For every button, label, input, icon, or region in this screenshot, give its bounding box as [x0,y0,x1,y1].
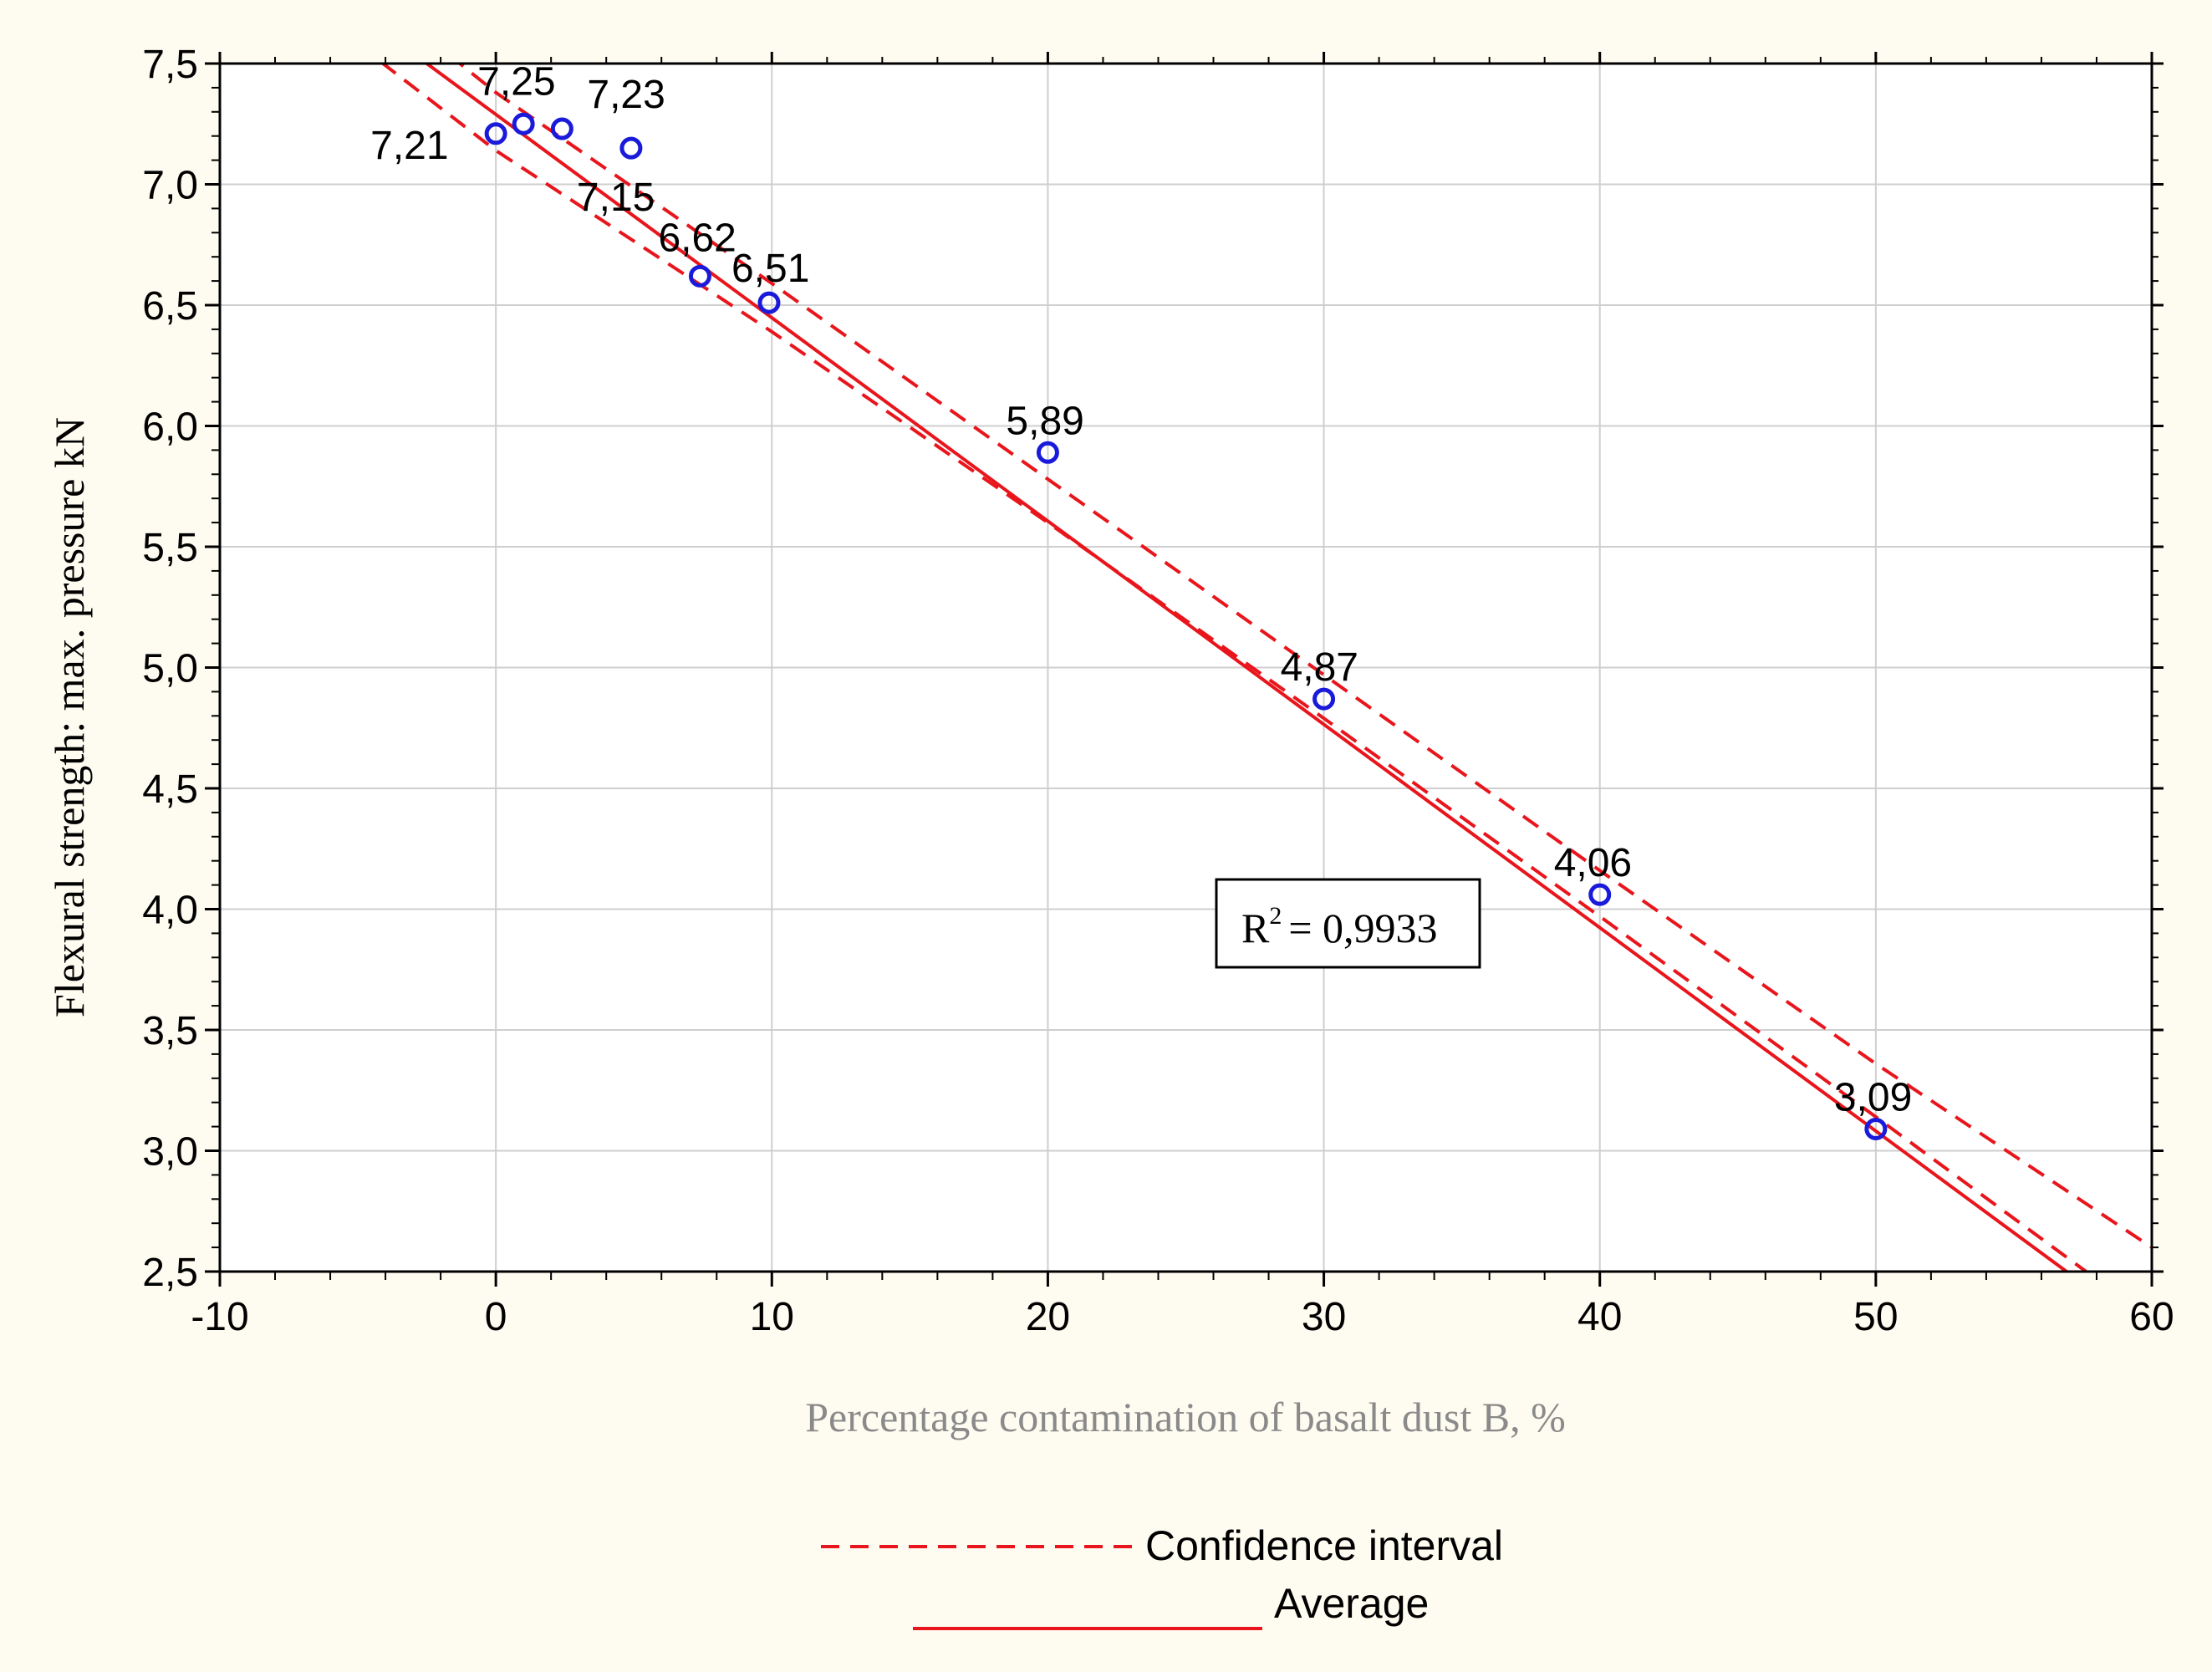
data-label: 7,15 [577,176,655,220]
y-tick-label: 2,5 [142,1251,198,1295]
legend: Confidence interval Average [821,1522,1503,1630]
data-label: 4,87 [1281,645,1358,690]
y-tick-label: 3,5 [142,1009,198,1053]
y-axis-title: Flexural strength: max. pressure kN [46,417,93,1017]
data-label: 3,09 [1834,1075,1912,1119]
data-point [757,291,781,314]
y-tick-label: 4,0 [142,889,198,933]
y-tick-label: 3,0 [142,1130,198,1175]
y-tick-label: 7,5 [142,43,198,87]
data-label: 7,25 [477,59,555,104]
legend-label-average: Average [1274,1580,1429,1627]
y-tick-label: 6,5 [142,284,198,329]
x-tick-label: 50 [1853,1295,1898,1339]
data-labels: 7,21 7,25 7,23 7,156,626,51 5,89 4,87 4,06 3,09 [370,59,1912,1119]
data-points [484,112,1888,1140]
data-label: 5,89 [1006,399,1083,443]
y-tick-label: 4,5 [142,767,198,812]
r2-exponent: 2 [1269,902,1282,930]
data-point [1588,883,1612,906]
data-point [1864,1117,1888,1140]
x-tick-label: 0 [485,1295,507,1339]
average-fit-line [424,64,2070,1272]
x-tick-label: -10 [191,1295,248,1339]
data-point [550,117,573,140]
y-tick-label: 6,0 [142,405,198,450]
data-label: 7,23 [587,73,665,117]
data-label: 4,06 [1554,841,1632,885]
series-layer [380,64,2152,1272]
data-point [619,136,643,160]
x-axis-title: Percentage contamination of basalt dust … [805,1394,1565,1440]
r2-box [1215,878,1481,969]
r2-annotation: R2 = 0,9933 [1215,878,1481,969]
confidence-lower-line [380,64,2089,1272]
data-point [1036,441,1059,464]
x-tick-label: 10 [750,1295,794,1339]
data-label: 6,62 [658,216,736,260]
x-tick-label: 30 [1302,1295,1346,1339]
x-tick-label: 20 [1026,1295,1070,1339]
data-point [512,112,535,135]
r2-symbol: R [1241,905,1270,951]
x-tick-label: 40 [1577,1295,1622,1339]
legend-label-confidence: Confidence interval [1145,1522,1503,1569]
grid [220,64,2152,1272]
x-tick-label: 60 [2129,1295,2174,1339]
axis-ticks: -10 0 10 20 30 40 50 60 2,5 3,0 3,5 4,0 4,5 5,0 5,5 6,0… [142,43,2174,1339]
data-point [1312,687,1336,711]
r2-text: R2 = 0,9933 [1241,902,1438,951]
data-point [484,122,507,145]
y-tick-label: 5,5 [142,526,198,570]
data-point [688,264,711,288]
r2-value: = 0,9933 [1288,905,1437,951]
y-tick-label: 5,0 [142,647,198,691]
y-tick-label: 7,0 [142,164,198,208]
data-label: 6,51 [731,247,809,291]
data-label: 7,21 [370,124,448,168]
